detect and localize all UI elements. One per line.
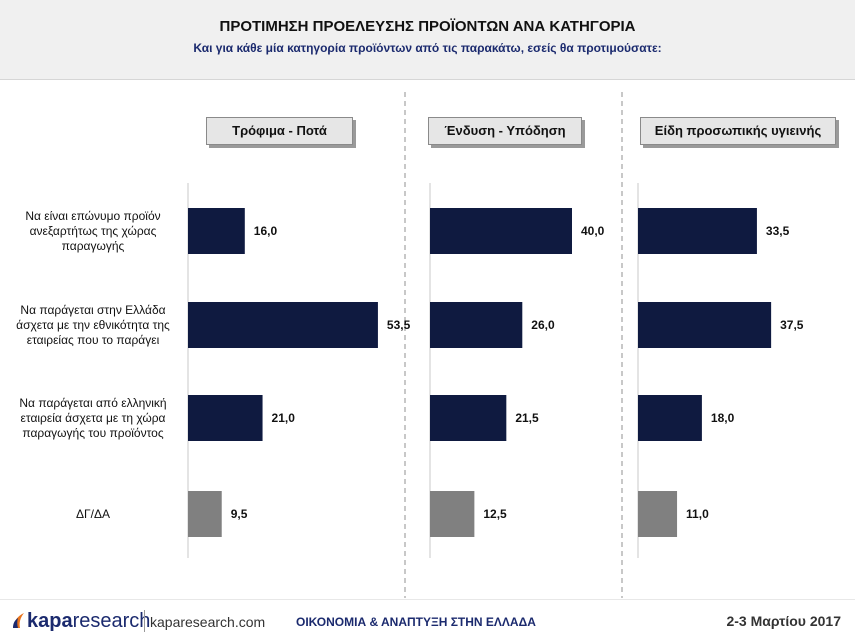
bar-2-2 bbox=[638, 395, 702, 441]
category-label-line: εταιρείας που το παράγει bbox=[26, 332, 160, 347]
bar-1-1 bbox=[430, 302, 523, 348]
bar-value-label: 9,5 bbox=[231, 507, 248, 521]
category-label-line: άσχετα με την εθνικότητα της bbox=[16, 317, 170, 332]
bar-1-0 bbox=[430, 208, 572, 254]
category-label-line: Να παράγεται από ελληνική bbox=[19, 395, 167, 410]
panel-header-clothing: Ένδυση - Υπόδηση bbox=[428, 117, 582, 145]
footer-divider bbox=[144, 610, 145, 632]
bar-value-label: 21,0 bbox=[272, 411, 296, 425]
bar-2-0 bbox=[638, 208, 757, 254]
bar-value-label: 12,5 bbox=[483, 507, 507, 521]
category-label-line: ανεξαρτήτως της χώρας bbox=[29, 223, 157, 238]
bar-value-label: 16,0 bbox=[254, 224, 278, 238]
bar-value-label: 37,5 bbox=[780, 318, 804, 332]
footer: kaparesearch kaparesearch.com ΟΙΚΟΝΟΜΙΑ … bbox=[0, 604, 855, 642]
bar-value-label: 33,5 bbox=[766, 224, 790, 238]
bar-1-3 bbox=[430, 491, 475, 537]
category-label-line: παραγωγής του προϊόντος bbox=[22, 425, 164, 440]
bar-value-label: 21,5 bbox=[515, 411, 539, 425]
category-label-line: παραγωγής bbox=[61, 238, 125, 253]
logo-text-kapa: kapa bbox=[27, 610, 73, 632]
page-title: ΠΡΟΤΙΜΗΣΗ ΠΡΟΕΛΕΥΣΗΣ ΠΡΟΪΟΝΤΩΝ ΑΝΑ ΚΑΤΗΓ… bbox=[219, 18, 636, 35]
category-label: Να παράγεται από ελληνική εταιρεία άσχετα… bbox=[8, 396, 178, 441]
category-label-line: εταιρεία άσχετα με τη χώρα bbox=[20, 410, 166, 425]
page-subtitle: Και για κάθε μία κατηγορία προϊόντων από… bbox=[193, 41, 662, 55]
kapa-research-logo: kaparesearch bbox=[12, 610, 150, 633]
bar-0-3 bbox=[188, 491, 222, 537]
header-band: ΠΡΟΤΙΜΗΣΗ ΠΡΟΕΛΕΥΣΗΣ ΠΡΟΪΟΝΤΩΝ ΑΝΑ ΚΑΤΗΓ… bbox=[0, 0, 855, 80]
bar-value-label: 26,0 bbox=[531, 318, 555, 332]
bar-value-label: 53,5 bbox=[387, 318, 411, 332]
category-label: Να είναι επώνυμο προϊόν ανεξαρτήτως της χ… bbox=[8, 209, 178, 254]
kapa-logo-icon bbox=[13, 613, 24, 628]
bar-2-3 bbox=[638, 491, 678, 537]
bar-value-label: 18,0 bbox=[711, 411, 735, 425]
category-label: Να παράγεται στην Ελλάδα άσχετα με την εθ… bbox=[8, 303, 178, 348]
bar-0-1 bbox=[188, 302, 378, 348]
category-label-line: Να παράγεται στην Ελλάδα bbox=[20, 302, 166, 317]
category-label-line: Να είναι επώνυμο προϊόν bbox=[25, 208, 161, 223]
category-label: ΔΓ/ΔΑ bbox=[8, 507, 178, 522]
footer-site-link[interactable]: kaparesearch.com bbox=[150, 614, 266, 630]
category-label-line: ΔΓ/ΔΑ bbox=[76, 506, 110, 521]
bar-2-1 bbox=[638, 302, 772, 348]
bar-chart: 16,0 53,5 21,0 9,5 40,0 26,0 21,5 12,5 33,5 37,5 1… bbox=[0, 92, 855, 600]
bar-value-label: 40,0 bbox=[581, 224, 605, 238]
bar-1-2 bbox=[430, 395, 507, 441]
footer-survey-title: ΟΙΚΟΝΟΜΙΑ & ΑΝΑΠΤΥΞΗ ΣΤΗΝ ΕΛΛΑΔΑ bbox=[296, 615, 536, 629]
panel-header-hygiene: Είδη προσωπικής υγιεινής bbox=[640, 117, 836, 145]
logo-text-research: research bbox=[72, 610, 151, 632]
bar-0-2 bbox=[188, 395, 263, 441]
bar-0-0 bbox=[188, 208, 245, 254]
bar-value-label: 11,0 bbox=[686, 507, 709, 521]
panel-header-food: Τρόφιμα - Ποτά bbox=[206, 117, 353, 145]
footer-date: 2-3 Μαρτίου 2017 bbox=[726, 613, 841, 629]
